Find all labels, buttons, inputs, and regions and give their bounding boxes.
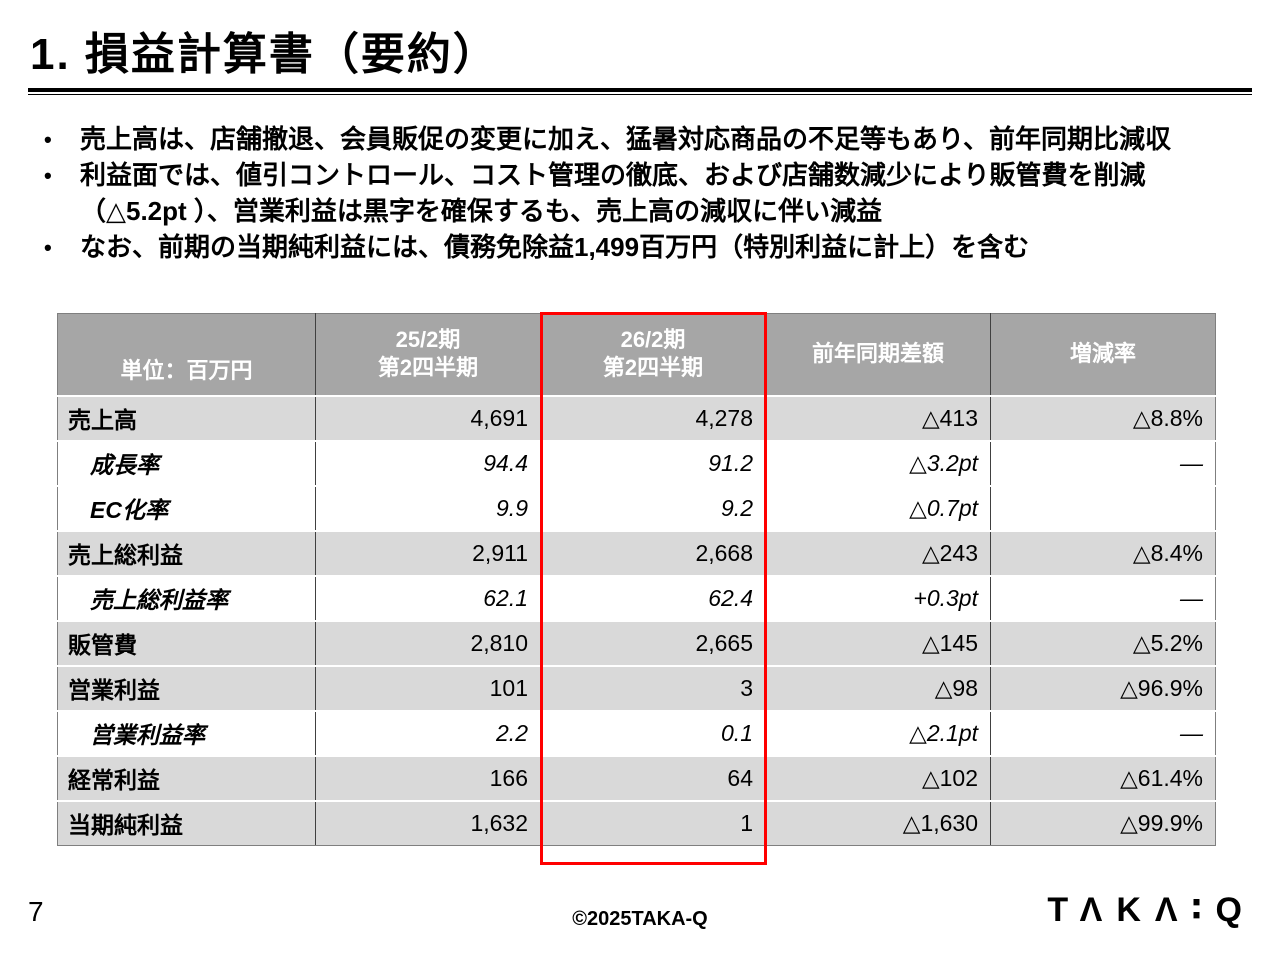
cell-diff: △413	[765, 395, 991, 442]
cell-curr: 2,668	[540, 530, 766, 577]
cell-prev: 166	[315, 755, 541, 802]
cell-rate	[990, 485, 1216, 532]
cell-diff: △3.2pt	[765, 440, 991, 487]
cell-curr: 91.2	[540, 440, 766, 487]
cell-curr: 2,665	[540, 620, 766, 667]
cell-curr: 1	[540, 800, 766, 846]
row-label: 売上総利益	[57, 530, 316, 577]
cell-prev: 9.9	[315, 485, 541, 532]
cell-diff: △2.1pt	[765, 710, 991, 757]
title-underline	[28, 88, 1252, 95]
header-change-rate: 増減率	[990, 313, 1216, 397]
table-row-net-sales: 売上高 4,691 4,278 △413 △8.8%	[57, 395, 1216, 442]
cell-curr: 0.1	[540, 710, 766, 757]
cell-prev: 94.4	[315, 440, 541, 487]
taka-q-logo: ΤΛΚΛ∶Q	[1047, 891, 1256, 929]
bullet-icon: •	[44, 127, 52, 152]
cell-rate: —	[990, 710, 1216, 757]
cell-rate: —	[990, 575, 1216, 622]
row-label: 売上高	[57, 395, 316, 442]
page-title: 1. 損益計算書（要約）	[30, 30, 499, 79]
cell-curr: 4,278	[540, 395, 766, 442]
table-row-ordinary-income: 経常利益 166 64 △102 △61.4%	[57, 755, 1216, 802]
cell-prev: 2,810	[315, 620, 541, 667]
cell-diff: △98	[765, 665, 991, 712]
bullet-item: • なお、前期の当期純利益には、債務免除益1,499百万円（特別利益に計上）を含…	[44, 230, 1244, 266]
table-row-growth-rate: 成長率 94.4 91.2 △3.2pt —	[57, 440, 1216, 487]
cell-rate: —	[990, 440, 1216, 487]
table-row-gross-profit: 売上総利益 2,911 2,668 △243 △8.4%	[57, 530, 1216, 577]
row-label: 経常利益	[57, 755, 316, 802]
table-row-operating-income: 営業利益 101 3 △98 △96.9%	[57, 665, 1216, 712]
header-yoy-diff: 前年同期差額	[765, 313, 991, 397]
header-curr-quarter: 26/2期 第2四半期	[540, 313, 766, 397]
cell-rate: △5.2%	[990, 620, 1216, 667]
unit-label: 単位：百万円	[120, 357, 253, 383]
header-unit: 単位：百万円	[57, 313, 316, 397]
cell-rate: △96.9%	[990, 665, 1216, 712]
row-label: 当期純利益	[57, 800, 316, 846]
copyright-text: ©2025TAKA-Q	[572, 908, 708, 930]
cell-diff: +0.3pt	[765, 575, 991, 622]
bullet-icon: •	[44, 234, 52, 260]
cell-curr: 62.4	[540, 575, 766, 622]
cell-rate: △8.8%	[990, 395, 1216, 442]
title-underline-thick	[28, 88, 1252, 92]
cell-curr: 64	[540, 755, 766, 802]
cell-prev: 4,691	[315, 395, 541, 442]
summary-bullets: • 売上高は、店舗撤退、会員販促の変更に加え、猛暑対応商品の不足等もあり、前年同…	[44, 122, 1244, 266]
table-row-net-income: 当期純利益 1,632 1 △1,630 △99.9%	[57, 800, 1216, 846]
bullet-text: 売上高は、店舗撤退、会員販促の変更に加え、猛暑対応商品の不足等もあり、前年同期比…	[80, 124, 1171, 154]
cell-diff: △0.7pt	[765, 485, 991, 532]
cell-rate: △8.4%	[990, 530, 1216, 577]
table-row-sga: 販管費 2,810 2,665 △145 △5.2%	[57, 620, 1216, 667]
cell-diff: △1,630	[765, 800, 991, 846]
cell-rate: △99.9%	[990, 800, 1216, 846]
table-row-gross-margin: 売上総利益率 62.1 62.4 +0.3pt —	[57, 575, 1216, 622]
row-label: 成長率	[57, 440, 316, 487]
cell-curr: 9.2	[540, 485, 766, 532]
pl-summary-table: 単位：百万円 25/2期 第2四半期 26/2期 第2四半期 前年同期差額	[57, 313, 1216, 846]
cell-rate: △61.4%	[990, 755, 1216, 802]
cell-diff: △145	[765, 620, 991, 667]
bullet-icon: •	[44, 162, 52, 188]
bullet-text: 利益面では、値引コントロール、コスト管理の徹底、および店舗数減少により販管費を削…	[80, 159, 1146, 226]
row-label: 営業利益率	[57, 710, 316, 757]
table-row-operating-margin: 営業利益率 2.2 0.1 △2.1pt —	[57, 710, 1216, 757]
row-label: EC化率	[57, 485, 316, 532]
pl-summary-table-container: 単位：百万円 25/2期 第2四半期 26/2期 第2四半期 前年同期差額	[57, 312, 1216, 865]
bullet-item: • 利益面では、値引コントロール、コスト管理の徹底、および店舗数減少により販管費…	[44, 158, 1244, 230]
table-row-ec-rate: EC化率 9.9 9.2 △0.7pt	[57, 485, 1216, 532]
cell-prev: 101	[315, 665, 541, 712]
cell-prev: 2,911	[315, 530, 541, 577]
row-label: 販管費	[57, 620, 316, 667]
row-label: 売上総利益率	[57, 575, 316, 622]
row-label: 営業利益	[57, 665, 316, 712]
cell-prev: 2.2	[315, 710, 541, 757]
bullet-item: • 売上高は、店舗撤退、会員販促の変更に加え、猛暑対応商品の不足等もあり、前年同…	[44, 122, 1244, 158]
page-number: 7	[28, 896, 44, 927]
cell-prev: 1,632	[315, 800, 541, 846]
title-underline-thin	[28, 94, 1252, 95]
table-header-row: 単位：百万円 25/2期 第2四半期 26/2期 第2四半期 前年同期差額	[57, 313, 1216, 397]
bullet-text: なお、前期の当期純利益には、債務免除益1,499百万円（特別利益に計上）を含む	[80, 231, 1030, 262]
cell-curr: 3	[540, 665, 766, 712]
cell-diff: △102	[765, 755, 991, 802]
header-prev-quarter: 25/2期 第2四半期	[315, 313, 541, 397]
cell-diff: △243	[765, 530, 991, 577]
cell-prev: 62.1	[315, 575, 541, 622]
